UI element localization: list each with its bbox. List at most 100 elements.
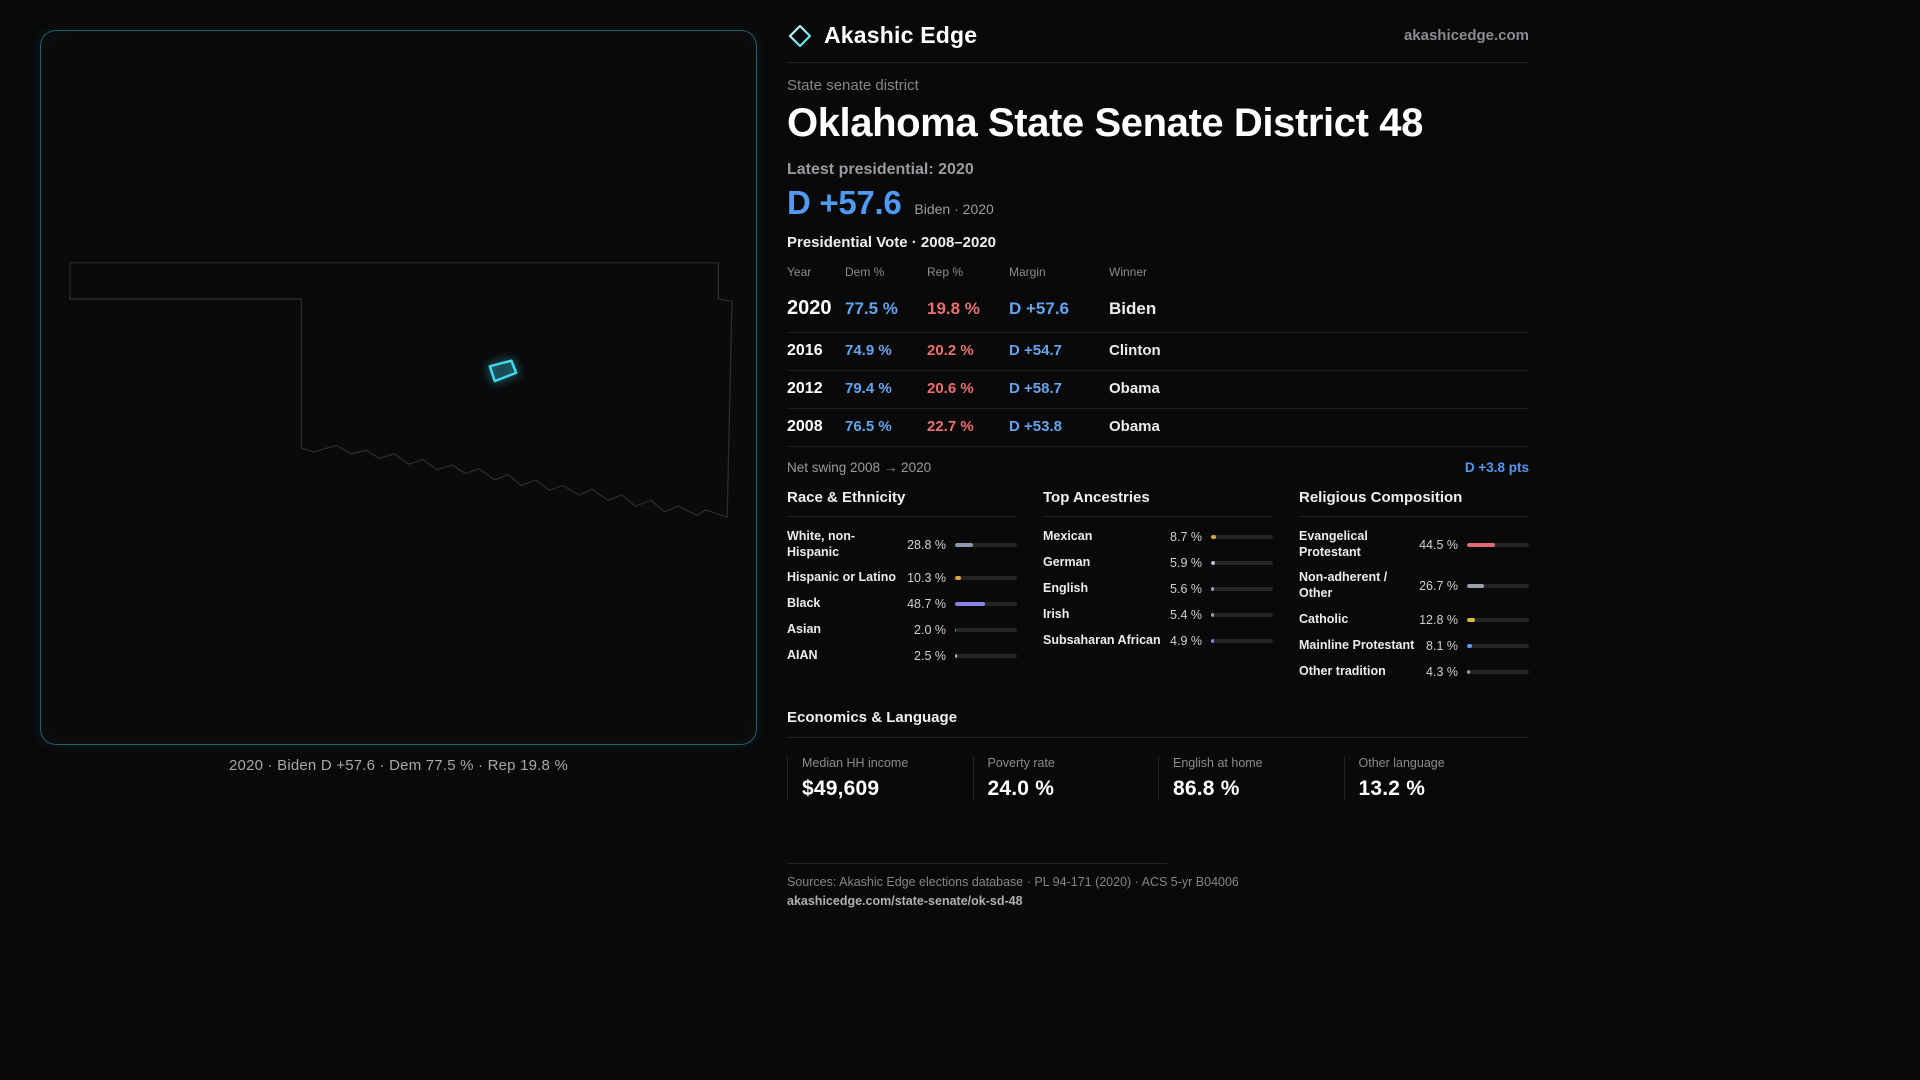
section-religious-composition: Religious Composition Evangelical Protes… — [1299, 489, 1529, 685]
demo-label: Other tradition — [1299, 663, 1386, 678]
demo-bar-track — [1211, 613, 1273, 617]
section-race-ethnicity: Race & Ethnicity White, non-Hispanic 28.… — [787, 489, 1017, 685]
vote-table-title: Presidential Vote · 2008–2020 — [787, 234, 997, 251]
demo-bar-track — [1211, 587, 1273, 591]
section-title: Race & Ethnicity — [787, 489, 1017, 517]
demo-label: Irish — [1043, 607, 1070, 622]
demo-value: 4.3 % — [1426, 664, 1458, 679]
cell-rep: 20.6 % — [927, 380, 974, 397]
demo-bar-fill — [1211, 587, 1215, 591]
cell-dem: 74.9 % — [845, 342, 892, 359]
demo-bar-fill — [1467, 542, 1495, 547]
col-year: Year — [787, 265, 812, 279]
demo-row: Evangelical Protestant 44.5 % — [1299, 524, 1529, 565]
demo-bar-track — [955, 602, 1017, 607]
demo-label: Asian — [787, 622, 822, 637]
demo-bar-fill — [1211, 535, 1217, 539]
demo-value: 5.4 % — [1170, 608, 1202, 622]
section-title: Religious Composition — [1299, 489, 1529, 517]
latest-label: Latest presidential: 2020 — [787, 161, 974, 178]
demo-bar-track — [1211, 535, 1273, 539]
kicker: State senate district — [787, 77, 919, 94]
stat-value: $49,609 — [802, 776, 880, 800]
stat-other-language: Other language 13.2 % — [1343, 755, 1530, 801]
demo-row: Hispanic or Latino 10.3 % — [787, 565, 1017, 591]
col-margin: Margin — [1009, 265, 1046, 279]
section-economics-language: Economics & Language Median HH income $4… — [787, 709, 1529, 801]
col-rep: Rep % — [927, 265, 964, 279]
stat-value: 24.0 % — [987, 776, 1055, 800]
demo-row: Mexican 8.7 % — [1043, 524, 1273, 550]
demographics-grid: Race & Ethnicity White, non-Hispanic 28.… — [787, 489, 1529, 685]
headline-sub: Biden · 2020 — [914, 201, 994, 217]
demo-bar-fill — [1467, 583, 1484, 588]
cell-rep: 19.8 % — [927, 299, 980, 318]
cell-year: 2008 — [787, 418, 823, 435]
cell-winner: Biden — [1109, 299, 1157, 318]
vote-row-2020: 2020 77.5 % 19.8 % D +57.6 Biden — [787, 286, 1529, 333]
cell-margin: D +53.8 — [1009, 418, 1062, 435]
demo-value: 8.7 % — [1170, 530, 1202, 544]
cell-winner: Obama — [1109, 418, 1160, 435]
stat-label: English at home — [1173, 755, 1263, 770]
diamond-logo-icon — [788, 24, 812, 47]
demo-bar-track — [955, 576, 1017, 581]
demo-bar-fill — [1211, 639, 1215, 643]
demo-bar-track — [955, 542, 1017, 547]
section-title: Economics & Language — [787, 709, 1529, 738]
col-dem: Dem % — [845, 265, 885, 279]
demo-bar-fill — [1211, 613, 1215, 617]
demo-bar-fill — [955, 654, 957, 659]
stat-label: Poverty rate — [987, 755, 1055, 770]
demo-value: 28.8 % — [907, 537, 946, 552]
demo-bar-fill — [1467, 669, 1470, 674]
demo-bar-track — [955, 654, 1017, 659]
vote-table: Year Dem % Rep % Margin Winner 2020 77.5… — [787, 257, 1529, 475]
cell-dem: 77.5 % — [845, 299, 898, 318]
demo-bar-fill — [955, 602, 986, 607]
demo-label: Mexican — [1043, 529, 1093, 544]
demo-row: Black 48.7 % — [787, 591, 1017, 617]
demo-row: Irish 5.4 % — [1043, 602, 1273, 628]
demo-row: German 5.9 % — [1043, 550, 1273, 576]
map-panel — [40, 30, 757, 745]
oklahoma-map — [69, 262, 733, 518]
stat-median-income: Median HH income $49,609 — [787, 755, 973, 801]
demo-bar-fill — [955, 576, 962, 581]
footer-permalink[interactable]: akashicedge.com/state-senate/ok-sd-48 — [787, 893, 1023, 908]
cell-rep: 22.7 % — [927, 418, 974, 435]
demo-bar-track — [1467, 542, 1529, 547]
content-column: Akashic Edge akashicedge.com State senat… — [787, 22, 1529, 910]
demo-value: 5.9 % — [1170, 556, 1202, 570]
footer-divider — [787, 862, 1167, 864]
demo-bar-track — [1211, 561, 1273, 565]
demo-value: 12.8 % — [1419, 612, 1458, 627]
section-top-ancestries: Top Ancestries Mexican 8.7 % German 5.9 … — [1043, 489, 1273, 685]
cell-dem: 79.4 % — [845, 380, 892, 397]
demo-bar-track — [1467, 617, 1529, 622]
cell-year: 2012 — [787, 380, 823, 397]
net-swing-value: D +3.8 pts — [1464, 460, 1529, 475]
oklahoma-outline — [69, 262, 733, 518]
demo-value: 2.0 % — [914, 623, 946, 638]
demo-row: Non-adherent / Other 26.7 % — [1299, 565, 1529, 606]
demo-bar-fill — [1467, 617, 1475, 622]
brand-domain-link[interactable]: akashicedge.com — [1403, 27, 1529, 44]
demo-value: 5.6 % — [1170, 582, 1202, 596]
col-winner: Winner — [1109, 265, 1148, 279]
cell-margin: D +58.7 — [1009, 380, 1062, 397]
map-caption: 2020 · Biden D +57.6 · Dem 77.5 % · Rep … — [229, 757, 568, 774]
page-title: Oklahoma State Senate District 48 — [787, 101, 1423, 145]
demo-value: 4.9 % — [1170, 634, 1202, 648]
demo-label: Evangelical Protestant — [1299, 529, 1368, 559]
cell-year: 2020 — [787, 297, 832, 319]
demo-value: 10.3 % — [907, 571, 946, 586]
demo-label: Mainline Protestant — [1299, 637, 1415, 652]
vote-table-header: Year Dem % Rep % Margin Winner — [787, 257, 1529, 286]
cell-winner: Obama — [1109, 380, 1160, 397]
stat-label: Median HH income — [802, 755, 909, 770]
cell-dem: 76.5 % — [845, 418, 892, 435]
econ-stats: Median HH income $49,609 Poverty rate 24… — [787, 755, 1530, 801]
net-swing-label: Net swing 2008 → 2020 — [787, 460, 932, 475]
cell-winner: Clinton — [1109, 342, 1161, 359]
